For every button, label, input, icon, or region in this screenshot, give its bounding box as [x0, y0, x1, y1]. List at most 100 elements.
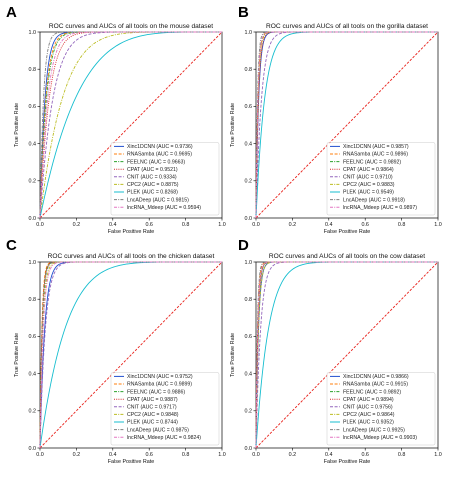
x-tick-label: 0.2 [289, 222, 297, 228]
chance-line [39, 261, 223, 449]
x-axis-label: False Positive Rate [324, 459, 370, 465]
y-tick-label: 0.6 [245, 334, 253, 340]
legend-entry: CNIT (AUC = 0.9334) [127, 175, 177, 181]
panel-b: B ROC curves and AUCs of all tools on the… [230, 4, 442, 235]
x-tick-label: 0.2 [73, 222, 81, 228]
y-tick-label: 0.2 [29, 409, 37, 415]
panel-a: A ROC curves and AUCs of all tools on the… [6, 4, 226, 235]
y-tick-label: 0.0 [29, 216, 37, 222]
roc-curve [255, 261, 438, 449]
roc-curve [255, 261, 438, 449]
x-tick-label: 0.4 [325, 452, 333, 458]
y-tick-label: 0.2 [29, 179, 37, 185]
legend-entry: FEELNC (AUC = 0.9892) [343, 159, 401, 165]
x-tick-label: 0.4 [325, 222, 333, 228]
chart-title: ROC curves and AUCs of all tools on the … [48, 253, 215, 260]
chart-title: ROC curves and AUCs of all tools on the … [49, 23, 213, 30]
legend-entry: CNIT (AUC = 0.9756) [343, 405, 393, 411]
x-tick-label: 0.8 [182, 452, 190, 458]
x-tick-label: 0.0 [36, 452, 44, 458]
legend-entry: FEELNC (AUC = 0.9886) [127, 389, 185, 395]
x-axis-label: False Positive Rate [108, 459, 154, 465]
chance-line [255, 31, 439, 219]
roc-curve [255, 31, 438, 219]
legend-entry: Xinc1DCNN (AUC = 0.9736) [127, 144, 193, 150]
legend-entry: PLEK (AUC = 0.9352) [343, 420, 394, 426]
y-tick-label: 0.8 [29, 67, 37, 73]
y-tick-label: 1.0 [245, 30, 253, 36]
legend-entry: RNASamba (AUC = 0.9915) [343, 382, 408, 388]
x-tick-label: 0.6 [361, 452, 369, 458]
roc-curve [39, 261, 222, 449]
x-tick-label: 1.0 [434, 222, 442, 228]
panel-letter: C [6, 237, 17, 254]
chart-title: ROC curves and AUCs of all tools on the … [266, 23, 428, 30]
legend-entry: LncADeep (AUC = 0.9875) [127, 427, 189, 433]
legend [326, 372, 436, 446]
x-tick-label: 0.8 [398, 222, 406, 228]
x-tick-label: 0.0 [252, 222, 260, 228]
roc-curve [39, 31, 222, 219]
x-tick-label: 0.4 [109, 222, 117, 228]
legend [326, 142, 436, 216]
legend-entry: CPAT (AUC = 0.9894) [343, 397, 394, 403]
x-tick-label: 0.8 [398, 452, 406, 458]
x-axis-label: False Positive Rate [108, 229, 154, 235]
legend-entry: PLEK (AUC = 0.9549) [343, 190, 394, 196]
x-tick-label: 0.6 [145, 452, 153, 458]
legend-entry: PLEK (AUC = 0.8744) [127, 420, 178, 426]
legend-entry: RNASamba (AUC = 0.9695) [127, 152, 192, 158]
y-tick-label: 0.6 [29, 334, 37, 340]
panel-c: C ROC curves and AUCs of all tools on the… [6, 237, 226, 465]
y-tick-label: 0.4 [29, 141, 37, 147]
y-tick-label: 0.2 [245, 409, 253, 415]
legend-entry: FEELNC (AUC = 0.9892) [343, 389, 401, 395]
y-tick-label: 0.6 [245, 104, 253, 110]
panel-letter: B [238, 4, 249, 21]
y-axis-label: True Positive Rate [14, 103, 20, 147]
panel-d: D ROC curves and AUCs of all tools on the… [230, 237, 442, 465]
legend-entry: CPC2 (AUC = 0.8875) [127, 182, 179, 188]
y-axis-label: True Positive Rate [230, 103, 236, 147]
legend-entry: Xinc1DCNN (AUC = 0.9857) [343, 144, 409, 150]
legend-entry: CNIT (AUC = 0.9710) [343, 175, 393, 181]
legend-entry: lncRNA_Mdeep (AUC = 0.9897) [343, 205, 417, 211]
y-tick-label: 0.4 [29, 371, 37, 377]
x-tick-label: 0.6 [145, 222, 153, 228]
x-tick-label: 0.2 [73, 452, 81, 458]
y-tick-label: 0.0 [29, 446, 37, 452]
y-tick-label: 1.0 [29, 260, 37, 266]
y-tick-label: 0.2 [245, 179, 253, 185]
panel-letter: D [238, 237, 249, 254]
legend-entry: RNASamba (AUC = 0.9899) [127, 382, 192, 388]
legend-entry: FEELNC (AUC = 0.9663) [127, 159, 185, 165]
x-axis-label: False Positive Rate [324, 229, 370, 235]
legend-entry: CPC2 (AUC = 0.9883) [343, 182, 395, 188]
roc-curve [39, 31, 222, 219]
x-tick-label: 0.8 [182, 222, 190, 228]
chance-line [39, 31, 223, 219]
x-tick-label: 1.0 [218, 222, 226, 228]
legend-entry: LncADeep (AUC = 0.9918) [343, 197, 405, 203]
legend-entry: Xinc1DCNN (AUC = 0.9752) [127, 374, 193, 380]
x-tick-label: 1.0 [434, 452, 442, 458]
panel-letter: A [6, 4, 17, 21]
y-tick-label: 0.6 [29, 104, 37, 110]
legend-entry: LncADeep (AUC = 0.9925) [343, 427, 405, 433]
roc-curve [39, 31, 222, 219]
x-tick-label: 1.0 [218, 452, 226, 458]
x-tick-label: 0.2 [289, 452, 297, 458]
y-tick-label: 0.0 [245, 446, 253, 452]
legend-entry: CPAT (AUC = 0.9521) [127, 167, 178, 173]
legend [110, 372, 220, 446]
x-tick-label: 0.0 [252, 452, 260, 458]
y-tick-label: 0.8 [245, 67, 253, 73]
y-axis-label: True Positive Rate [14, 333, 20, 377]
legend-entry: lncRNA_Mdeep (AUC = 0.9903) [343, 435, 417, 441]
y-tick-label: 0.8 [245, 297, 253, 303]
chance-line [255, 261, 439, 449]
legend-entry: CPAT (AUC = 0.9864) [343, 167, 394, 173]
legend [110, 142, 220, 216]
legend-entry: lncRNA_Mdeep (AUC = 0.9824) [127, 435, 201, 441]
